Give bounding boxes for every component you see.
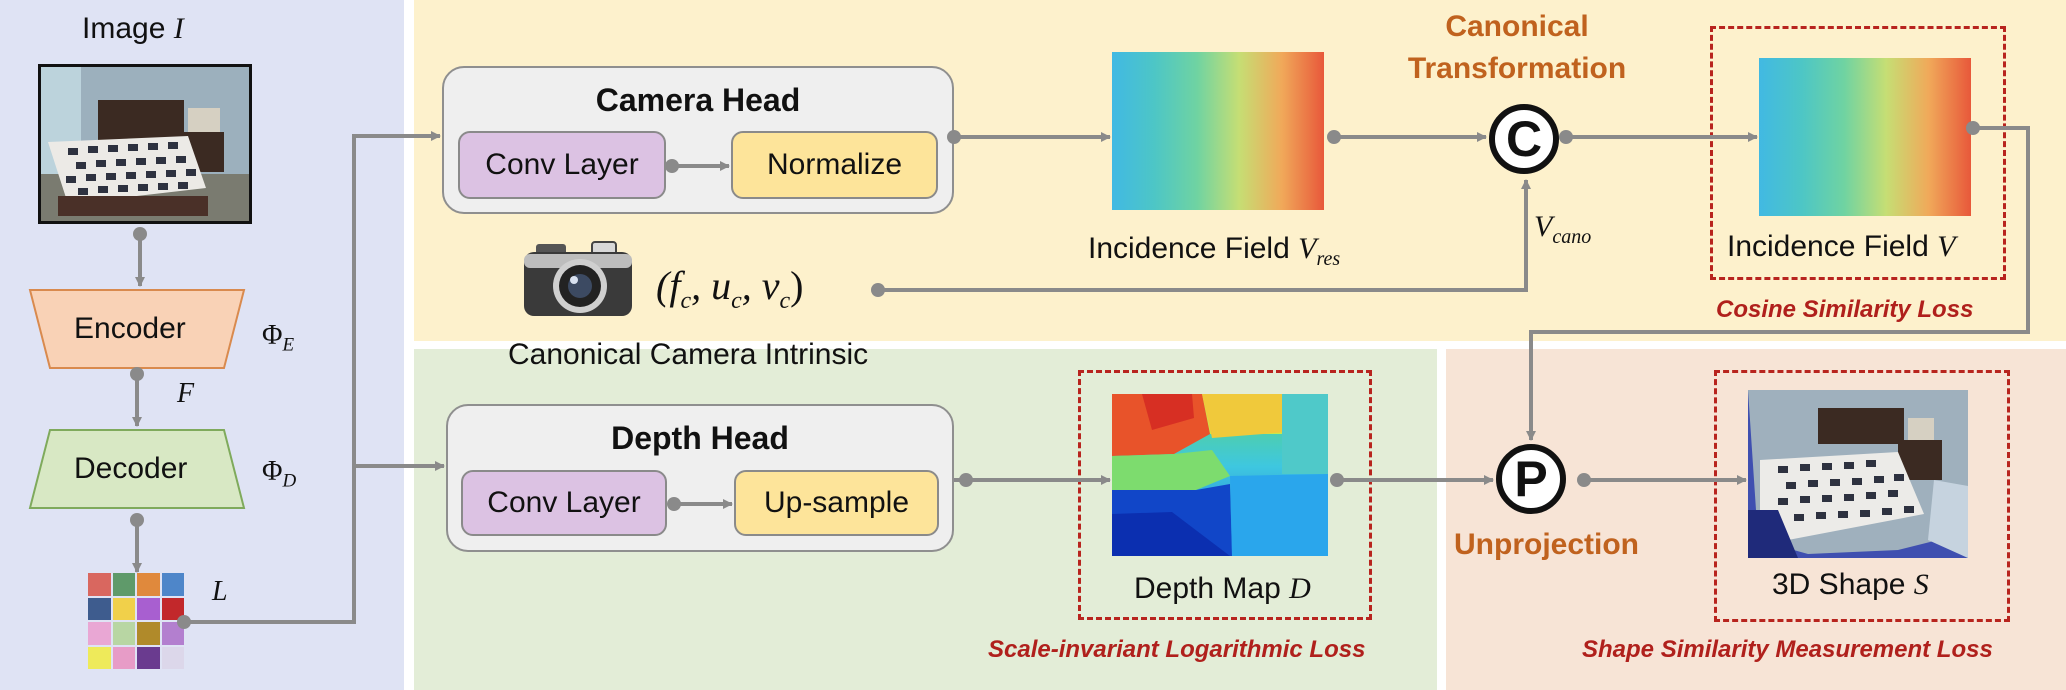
depth-map-dashed-box (1078, 370, 1372, 620)
depth-head-title: Depth Head (611, 420, 789, 456)
3d-shape-image (1748, 390, 1968, 558)
shape-dashed-box (1714, 370, 2010, 622)
image-label: Image I (82, 12, 184, 45)
encoder-phi-symbol: ΦE (262, 320, 295, 356)
camera-intrinsic-tuple: (fc, uc, vc) (656, 263, 804, 314)
decoder-phi-symbol: ΦD (262, 456, 297, 492)
latent-token-cell (112, 597, 135, 620)
input-bedroom-image (38, 64, 252, 224)
latent-token-cell (112, 573, 135, 596)
arrow-latent-to-heads (184, 131, 441, 624)
latent-token-grid (88, 573, 184, 669)
unprojection-label: Unprojection (1454, 528, 1639, 561)
incidence-field-res-label: Incidence Field Vres (1088, 232, 1341, 270)
encoder-label: Encoder (74, 312, 186, 345)
3d-shape-label: 3D Shape S (1772, 568, 1929, 601)
canonical-camera-intrinsic-label: Canonical Camera Intrinsic (508, 338, 869, 371)
camera-icon (524, 241, 632, 316)
depth-loss-label: Scale-invariant Logarithmic Loss (988, 636, 1366, 663)
latent-token-cell (137, 646, 160, 669)
decoder-block (28, 429, 246, 509)
feature-symbol: F (177, 378, 195, 409)
canonical-transformation-label: Canonical Transformation (1407, 10, 1627, 85)
shape-loss-label: Shape Similarity Measurement Loss (1582, 636, 1993, 663)
latent-token-cell (137, 597, 160, 620)
incidence-field-res-image (1112, 52, 1324, 210)
latent-token-cell (112, 646, 135, 669)
unprojection-operator-icon: P (1496, 444, 1566, 514)
incidence-field-v-image (1759, 58, 1971, 216)
latent-token-cell (161, 646, 184, 669)
arrow-field-v-to-unprojection (1526, 126, 2030, 441)
cosine-similarity-loss-label: Cosine Similarity Loss (1716, 296, 1974, 323)
encoder-block (28, 289, 246, 369)
latent-token-cell (137, 622, 160, 645)
canonical-transformation-operator-icon: C (1489, 104, 1559, 174)
camera-head-title: Camera Head (595, 82, 801, 118)
depth-conv-layer-box: Conv Layer (461, 470, 667, 536)
latent-token-cell (88, 622, 111, 645)
latent-token-cell (137, 573, 160, 596)
upsample-box: Up-sample (734, 470, 939, 536)
latent-token-cell (161, 597, 184, 620)
latent-token-cell (161, 622, 184, 645)
latent-token-cell (88, 573, 111, 596)
normalize-box: Normalize (731, 131, 938, 199)
latent-token-cell (88, 597, 111, 620)
latent-symbol: L (212, 576, 228, 607)
decoder-label: Decoder (74, 452, 188, 485)
depth-map-image (1112, 394, 1328, 556)
arrow-intrinsic-to-transform (878, 179, 1531, 292)
incidence-field-v-label: Incidence Field V (1727, 230, 1956, 263)
latent-token-cell (161, 573, 184, 596)
latent-token-cell (112, 622, 135, 645)
latent-token-cell (88, 646, 111, 669)
camera-conv-layer-box: Conv Layer (458, 131, 666, 199)
depth-map-label: Depth Map D (1134, 572, 1311, 605)
v-cano-symbol: Vcano (1534, 210, 1592, 248)
incidence-field-v-dashed-box (1710, 26, 2006, 280)
